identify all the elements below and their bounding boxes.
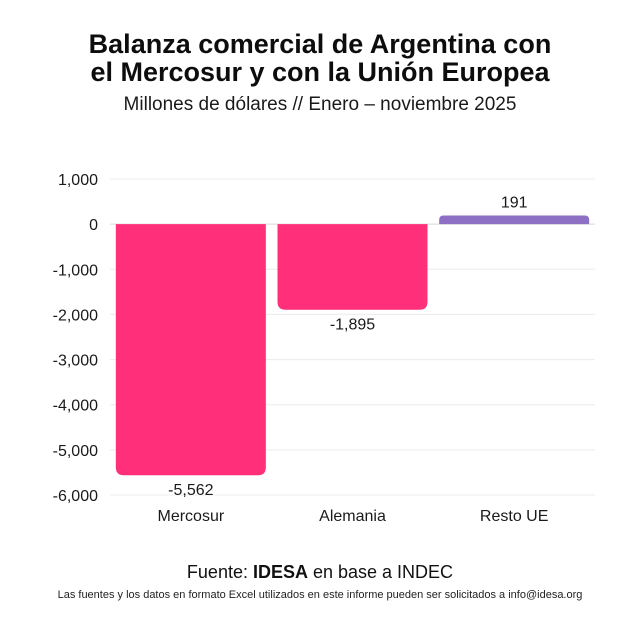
source-prefix: Fuente: <box>186 562 253 582</box>
y-tick-label: -3,000 <box>53 353 98 370</box>
y-tick-label: -2,000 <box>53 307 98 324</box>
y-tick-label: -6,000 <box>53 488 98 505</box>
bar-mercosur <box>115 224 266 476</box>
y-tick-label: -4,000 <box>53 398 98 415</box>
chart-title: Balanza comercial de Argentina con el Me… <box>0 30 640 86</box>
data-label: 191 <box>501 195 528 212</box>
source-suffix: en base a INDEC <box>307 562 454 582</box>
y-tick-label: 0 <box>89 217 98 234</box>
x-tick-label: Resto UE <box>480 508 548 525</box>
footnote: Las fuentes y los datos en formato Excel… <box>57 589 583 601</box>
source-line: Fuente: IDESA en base a INDEC <box>0 562 640 583</box>
chart-title-line-2: el Mercosur y con la Unión Europea <box>90 57 550 87</box>
data-label: -5,562 <box>168 482 213 499</box>
source-org: IDESA <box>252 562 308 582</box>
bar-resto-ue <box>439 215 590 225</box>
bar-alemania <box>277 224 428 310</box>
x-tick-label: Alemania <box>319 508 386 525</box>
chart-title-line-1: Balanza comercial de Argentina con <box>88 29 552 59</box>
y-tick-label: -1,000 <box>53 262 98 279</box>
y-tick-label: -5,000 <box>53 443 98 460</box>
x-tick-label: Mercosur <box>157 508 224 525</box>
y-tick-label: 1,000 <box>58 172 98 189</box>
chart-subtitle: Millones de dólares // Enero – noviembre… <box>123 94 517 115</box>
data-label: -1,895 <box>330 317 375 334</box>
